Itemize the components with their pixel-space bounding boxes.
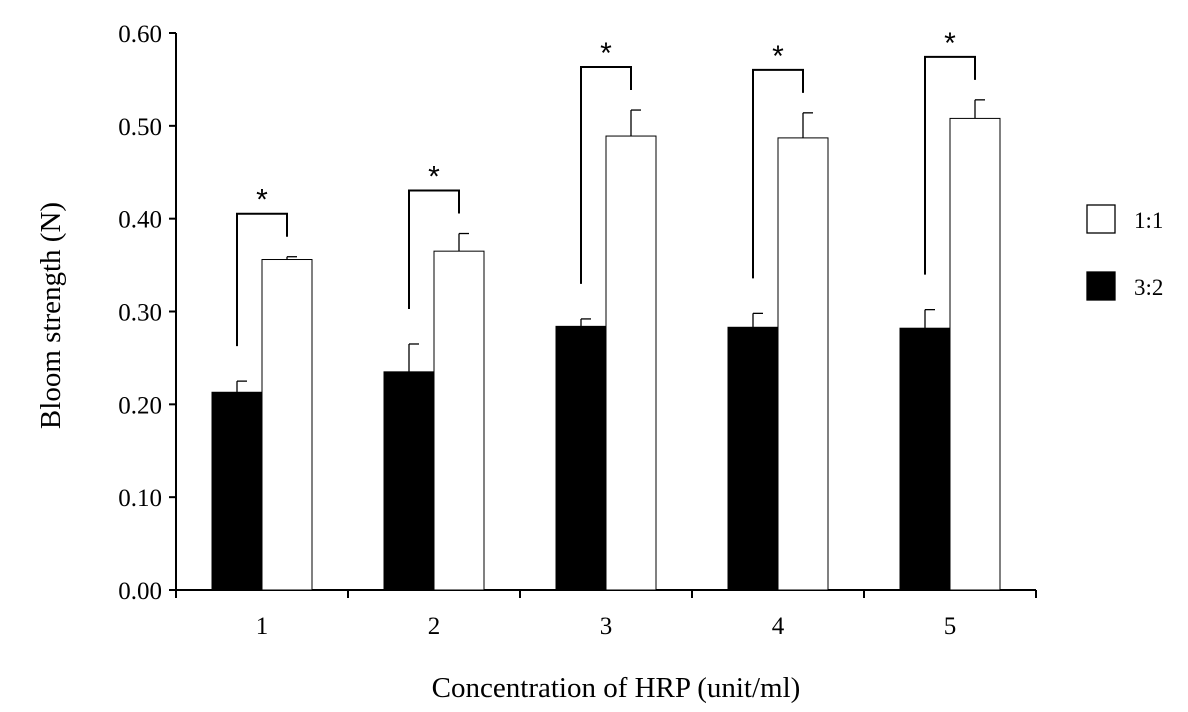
bar-1-1 <box>949 117 1001 591</box>
y-tick-label: 0.20 <box>118 392 162 419</box>
bar-3-2 <box>727 326 779 591</box>
significance-bracket <box>752 68 804 279</box>
y-tick-label: 0.00 <box>118 578 162 605</box>
x-tick-label: 5 <box>944 613 957 640</box>
significance-bracket <box>236 212 288 347</box>
significance-bracket <box>580 66 632 284</box>
significance-star: * <box>772 40 784 73</box>
y-axis-title: Bloom strength (N) <box>35 202 67 429</box>
x-axis-title: Concentration of HRP (unit/ml) <box>432 672 801 704</box>
bar-1-1 <box>777 137 829 591</box>
bar-1-1 <box>605 135 657 591</box>
y-tick-label: 0.10 <box>118 485 162 512</box>
x-tick-label: 4 <box>772 613 785 640</box>
significance-star: * <box>600 37 612 70</box>
significance-star: * <box>256 184 268 217</box>
significance-bracket <box>924 55 976 275</box>
bar-1-1 <box>261 259 313 591</box>
bar-3-2 <box>211 391 263 591</box>
x-tick-label: 3 <box>600 613 613 640</box>
x-tick-label: 2 <box>428 613 441 640</box>
y-tick-label: 0.50 <box>118 114 162 141</box>
significance-bracket <box>408 189 460 309</box>
legend-label-1-1: 1:1 <box>1134 208 1163 233</box>
legend-swatch-1-1 <box>1086 204 1116 234</box>
x-tick-label: 1 <box>256 613 269 640</box>
legend-swatch-3-2 <box>1086 271 1116 301</box>
significance-star: * <box>944 27 956 60</box>
legend-label-3-2: 3:2 <box>1134 275 1163 300</box>
bar-1-1 <box>433 250 485 591</box>
y-tick-label: 0.30 <box>118 300 162 327</box>
y-tick-label: 0.60 <box>118 21 162 48</box>
bar-3-2 <box>383 371 435 591</box>
bar-3-2 <box>899 327 951 591</box>
significance-star: * <box>428 161 440 194</box>
bar-3-2 <box>555 325 607 591</box>
y-tick-label: 0.40 <box>118 207 162 234</box>
